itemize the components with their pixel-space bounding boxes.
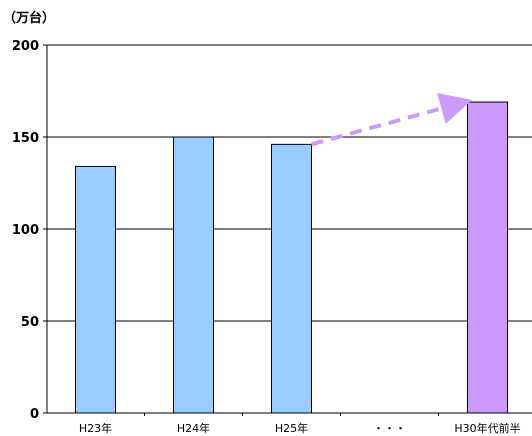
x-tick-label-1: H24年 <box>177 421 210 435</box>
y-tick-labels: 0 50 100 150 200 <box>12 39 39 422</box>
y-tick-label-0: 0 <box>30 407 39 422</box>
x-tick-label-3: ・・・ <box>373 422 406 435</box>
x-tick-label-2: H25年 <box>275 421 308 435</box>
trend-arrow <box>310 93 473 147</box>
bars <box>75 101 508 414</box>
y-tick-label-200: 200 <box>12 39 39 54</box>
x-tick-label-0: H23年 <box>79 421 112 435</box>
x-tick-labels: H23年 H24年 H25年 ・・・ H30年代前半 <box>79 421 521 435</box>
bar-H25年 <box>271 143 312 414</box>
y-tick-label-100: 100 <box>12 223 39 238</box>
trend-arrow-layer <box>310 93 473 147</box>
y-tick-label-150: 150 <box>12 131 39 146</box>
bar-H24年 <box>173 136 214 414</box>
unit-label: （万台） <box>3 10 55 26</box>
bar-H23年 <box>75 165 116 414</box>
bar-H30年代前半 <box>467 101 508 414</box>
y-tick-label-50: 50 <box>21 315 39 330</box>
x-tick-label-4: H30年代前半 <box>454 421 520 435</box>
